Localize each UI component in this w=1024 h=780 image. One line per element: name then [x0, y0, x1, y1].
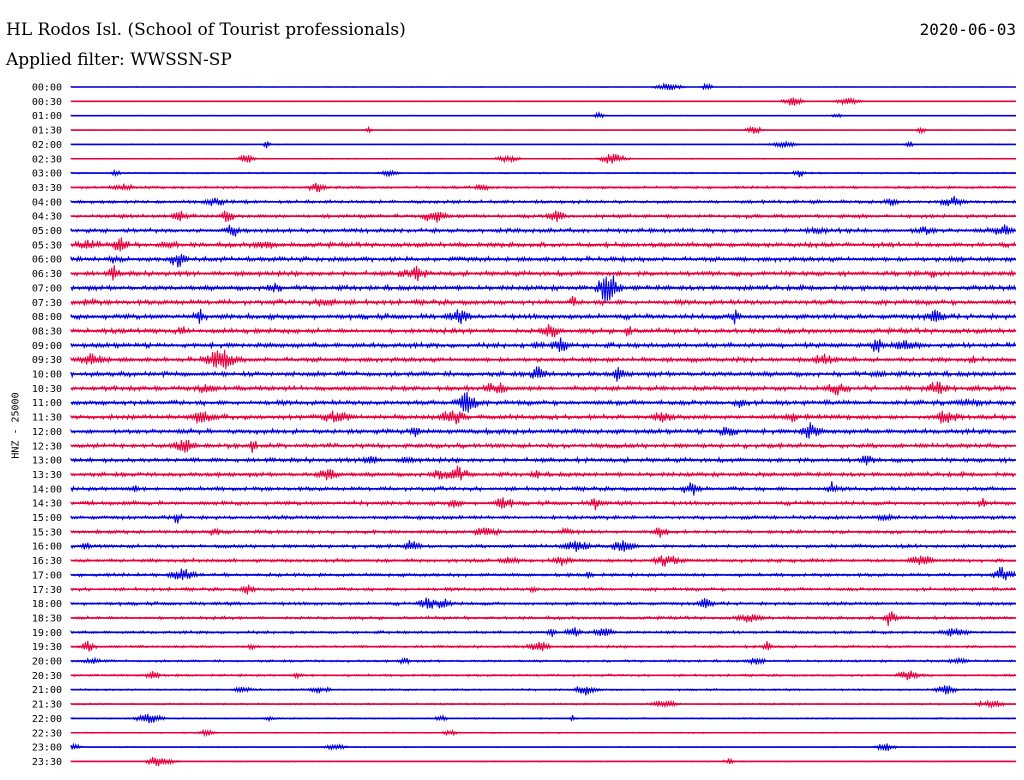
row-time-label: 05:00 [32, 226, 62, 237]
trace-line [70, 253, 1016, 268]
station-title: HL Rodos Isl. (School of Tourist profess… [6, 20, 406, 40]
row-time-label: 11:00 [32, 398, 62, 409]
trace-line [70, 224, 1016, 237]
trace-line [70, 422, 1016, 439]
row-time-label: 21:00 [32, 685, 62, 696]
row-time-label: 19:30 [32, 642, 62, 653]
row-time-label: 14:00 [32, 484, 62, 495]
record-date: 2020-06-03 [919, 20, 1016, 39]
row-time-label: 09:00 [32, 341, 62, 352]
row-time-label: 07:30 [32, 298, 62, 309]
row-time-label: 03:00 [32, 169, 62, 180]
row-time-label: 09:30 [32, 355, 62, 366]
row-time-label: 20:00 [32, 657, 62, 668]
row-time-label: 17:30 [32, 585, 62, 596]
row-time-label: 03:30 [32, 183, 62, 194]
row-time-label: 23:30 [32, 757, 62, 768]
row-time-label: 02:30 [32, 154, 62, 165]
trace-line [70, 512, 1016, 524]
filter-label: Applied filter: WWSSN-SP [6, 50, 232, 70]
row-time-label: 06:30 [32, 269, 62, 280]
row-time-label: 04:30 [32, 212, 62, 223]
row-time-label: 16:30 [32, 556, 62, 567]
row-time-label: 18:30 [32, 613, 62, 624]
row-time-label: 15:30 [32, 527, 62, 538]
row-time-label: 13:00 [32, 456, 62, 467]
row-time-label: 11:30 [32, 413, 62, 424]
trace-line [70, 465, 1016, 481]
row-time-label: 08:00 [32, 312, 62, 323]
row-time-label: 02:00 [32, 140, 62, 151]
row-time-label: 15:00 [32, 513, 62, 524]
trace-line [70, 526, 1016, 538]
row-time-label: 01:30 [32, 126, 62, 137]
row-time-label: 20:30 [32, 671, 62, 682]
row-time-label: 14:30 [32, 499, 62, 510]
row-time-label: 08:30 [32, 326, 62, 337]
row-time-label: 22:30 [32, 728, 62, 739]
row-time-label: 21:30 [32, 700, 62, 711]
trace-line [70, 566, 1016, 581]
row-time-label: 01:00 [32, 111, 62, 122]
row-time-label: 13:30 [32, 470, 62, 481]
row-time-label: 04:00 [32, 197, 62, 208]
row-time-label: 12:30 [32, 441, 62, 452]
row-time-label: 22:00 [32, 714, 62, 725]
row-time-label: 00:30 [32, 97, 62, 108]
row-time-label: 17:00 [32, 570, 62, 581]
row-time-label: 23:00 [32, 743, 62, 754]
row-time-label: 10:00 [32, 370, 62, 381]
row-time-label: 16:00 [32, 542, 62, 553]
row-time-label: 10:30 [32, 384, 62, 395]
row-time-label: 00:00 [32, 83, 62, 94]
row-time-label: 19:00 [32, 628, 62, 639]
row-time-label: 06:00 [32, 255, 62, 266]
row-time-label: 18:00 [32, 599, 62, 610]
row-time-label: 05:30 [32, 240, 62, 251]
row-time-label: 12:00 [32, 427, 62, 438]
row-time-label: 07:00 [32, 283, 62, 294]
trace-line [70, 295, 1016, 307]
